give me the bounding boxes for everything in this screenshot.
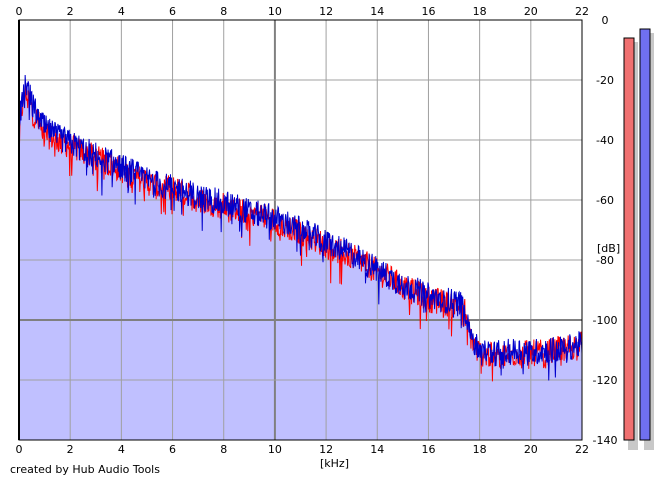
x-tick-label-top: 14 bbox=[370, 5, 384, 18]
credit-text: created by Hub Audio Tools bbox=[10, 463, 160, 476]
plot-area bbox=[18, 19, 583, 441]
x-tick-label-top: 18 bbox=[473, 5, 487, 18]
series-line-2 bbox=[18, 74, 583, 381]
x-tick-label-top: 16 bbox=[421, 5, 435, 18]
x-axis-bottom-ticks: 0 2 4 6 8 10 12 14 16 18 20 22 bbox=[16, 443, 590, 456]
x-tick-label-bottom: 16 bbox=[421, 443, 435, 456]
level-meters bbox=[623, 28, 654, 450]
x-tick-label-top: 10 bbox=[268, 5, 282, 18]
x-tick-label-bottom: 18 bbox=[473, 443, 487, 456]
x-tick-label-bottom: 4 bbox=[118, 443, 125, 456]
y-tick-label: -80 bbox=[596, 254, 614, 267]
x-axis-label: [kHz] bbox=[320, 457, 349, 470]
x-tick-label-top: 8 bbox=[220, 5, 227, 18]
x-tick-label-bottom: 20 bbox=[524, 443, 538, 456]
y-tick-label: -100 bbox=[593, 314, 618, 327]
y-tick-label: -120 bbox=[593, 374, 618, 387]
y-tick-label: -140 bbox=[593, 434, 618, 447]
x-tick-label-bottom: 12 bbox=[319, 443, 333, 456]
x-tick-label-top: 0 bbox=[16, 5, 23, 18]
x-tick-label-top: 2 bbox=[67, 5, 74, 18]
x-tick-label-bottom: 0 bbox=[16, 443, 23, 456]
x-tick-label-bottom: 8 bbox=[220, 443, 227, 456]
y-tick-label: 0 bbox=[602, 14, 609, 27]
x-tick-label-bottom: 14 bbox=[370, 443, 384, 456]
level-meter-bar bbox=[639, 28, 651, 441]
x-tick-label-top: 20 bbox=[524, 5, 538, 18]
x-tick-label-bottom: 6 bbox=[169, 443, 176, 456]
spectrum-fill bbox=[19, 75, 582, 441]
y-tick-label: -40 bbox=[596, 134, 614, 147]
y-axis-label: [dB] bbox=[597, 242, 620, 255]
x-tick-label-top: 4 bbox=[118, 5, 125, 18]
y-axis-ticks: 0 -20 -40 -60 -80 -100 -120 -140 bbox=[593, 14, 618, 447]
x-tick-label-top: 12 bbox=[319, 5, 333, 18]
y-tick-label: -60 bbox=[596, 194, 614, 207]
x-tick-label-top: 6 bbox=[169, 5, 176, 18]
x-axis-top-ticks: 0 2 4 6 8 10 12 14 16 18 20 22 bbox=[16, 5, 590, 18]
x-tick-label-bottom: 10 bbox=[268, 443, 282, 456]
x-tick-label-bottom: 2 bbox=[67, 443, 74, 456]
x-tick-label-top: 22 bbox=[575, 5, 589, 18]
x-tick-label-bottom: 22 bbox=[575, 443, 589, 456]
y-tick-label: -20 bbox=[596, 74, 614, 87]
level-meter-bar bbox=[623, 37, 635, 441]
